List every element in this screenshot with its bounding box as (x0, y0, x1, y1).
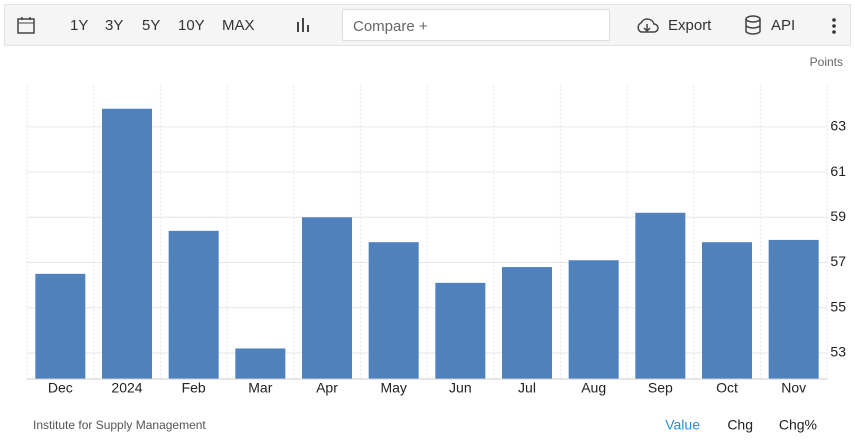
tab-value[interactable]: Value (665, 417, 700, 433)
x-tick-label: Aug (581, 380, 606, 396)
bar (35, 273, 86, 379)
range-button[interactable]: MAX (222, 17, 255, 34)
bar (102, 108, 152, 379)
y-tick-label: 55 (830, 298, 846, 314)
x-tick-label: Mar (248, 380, 272, 396)
bar (568, 260, 619, 379)
bar (635, 212, 686, 379)
x-tick-label: Feb (182, 380, 206, 396)
api-icon[interactable] (745, 15, 761, 35)
range-button[interactable]: 3Y (105, 17, 124, 34)
source: Institute for Supply Management (33, 418, 206, 432)
bar (302, 217, 352, 379)
toolbar: 1Y 3Y 5Y 10Y MAX Compare + Export API (4, 4, 851, 46)
export-button[interactable]: Export (668, 17, 712, 34)
compare-input[interactable]: Compare + (342, 9, 610, 41)
tab-chg-pct[interactable]: Chg% (779, 417, 817, 433)
menu-icon[interactable] (831, 17, 837, 35)
x-tick-label: May (380, 380, 406, 396)
x-tick-label: Nov (781, 380, 806, 396)
range-button[interactable]: 10Y (178, 17, 205, 34)
x-tick-label: Jul (518, 380, 536, 396)
bar (502, 267, 552, 379)
tab-chg[interactable]: Chg (727, 417, 753, 433)
y-tick-label: 57 (830, 253, 846, 269)
x-tick-label: Sep (648, 380, 673, 396)
chart-type-icon[interactable] (295, 17, 311, 33)
bar (235, 348, 286, 379)
y-tick-label: 53 (830, 344, 846, 360)
x-tick-label: 2024 (111, 380, 142, 396)
bar (702, 242, 752, 379)
export-icon[interactable] (635, 17, 659, 35)
x-tick-label: Apr (316, 380, 338, 396)
bar (368, 242, 419, 379)
x-tick-label: Oct (716, 380, 738, 396)
api-button[interactable]: API (771, 17, 796, 34)
y-tick-label: 59 (830, 208, 846, 224)
bar (168, 230, 219, 379)
range-button[interactable]: 5Y (142, 17, 161, 34)
bar (768, 239, 819, 379)
x-tick-label: Jun (449, 380, 472, 396)
unit-label: Points (810, 55, 843, 69)
calendar-icon[interactable] (17, 16, 35, 34)
x-tick-label: Dec (48, 380, 73, 396)
y-tick-label: 63 (830, 118, 846, 134)
bar (435, 282, 486, 379)
range-button[interactable]: 1Y (70, 17, 89, 34)
y-tick-label: 61 (830, 163, 846, 179)
